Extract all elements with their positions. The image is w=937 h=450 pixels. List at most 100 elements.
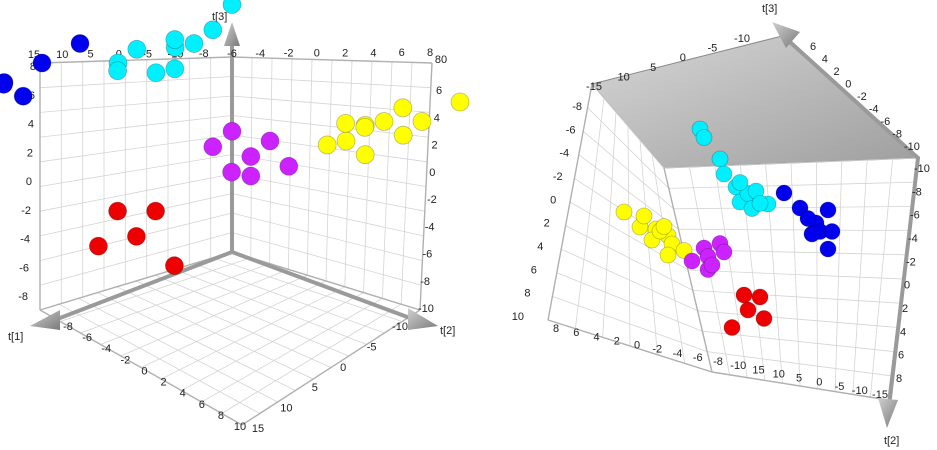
left-scatter-point — [13, 86, 33, 106]
left-scatter-point — [32, 53, 52, 73]
left-chart: t[3] t[1] t[2] 151050-5-10-8-6-4-2024688… — [0, 0, 470, 435]
right-left-tick-label: 0 — [550, 194, 556, 206]
left-y-axis-label: t[2] — [440, 325, 455, 337]
right-chart: t[3] t[2] -151050-5-106420-2-4-6-8-10-8-… — [512, 3, 930, 447]
left-left-tick-label: -4 — [20, 234, 30, 246]
right-scatter-point — [731, 174, 749, 191]
right-bottom-tick-label: -15 — [872, 389, 888, 401]
left-scatter-point — [165, 59, 185, 79]
right-top-tick-label: 10 — [617, 71, 629, 83]
right-right-tick-label: 2 — [902, 303, 908, 315]
left-right-tick-label: -4 — [425, 221, 435, 233]
right-upper-tick-label: 6 — [810, 41, 816, 53]
right-left-tick-label: -6 — [566, 124, 576, 136]
right-ticks: -151050-5-106420-2-4-6-8-10-8-6-4-202468… — [512, 33, 930, 401]
right-bottom-tick-label: 15 — [752, 364, 764, 376]
left-scatter-point — [260, 131, 280, 151]
left-scatter-point — [126, 226, 146, 246]
right-bottom-tick-label: 10 — [773, 368, 785, 380]
right-upper-tick-label: 4 — [822, 54, 828, 66]
left-top-tick-label: 6 — [399, 47, 405, 59]
right-t2-axis-arrow-icon — [878, 398, 898, 428]
right-upper-tick-label: -8 — [892, 129, 902, 141]
right-scatter-point — [715, 165, 733, 183]
left-right-tick-label: -10 — [418, 303, 434, 315]
right-upper-tick-label: -4 — [869, 104, 879, 116]
right-right-tick-label: 6 — [898, 350, 904, 362]
left-bottom-tick-label: 0 — [340, 362, 346, 374]
left-bottom-tick-label: 4 — [180, 388, 186, 400]
left-scatter-point — [146, 63, 166, 83]
right-scatter-point — [819, 201, 837, 219]
right-scatter-point — [823, 223, 841, 240]
left-scatter-point — [203, 137, 223, 157]
left-bottom-tick-label: 10 — [280, 403, 292, 415]
right-y-axis-label: t[2] — [884, 435, 899, 447]
right-scatter-point — [703, 256, 721, 274]
right-right-tick-label: 0 — [904, 280, 910, 292]
right-upper-tick-label: -10 — [904, 141, 920, 153]
left-scatter-point — [146, 201, 166, 221]
left-right-tick-label: 2 — [432, 140, 438, 152]
right-bottom-tick-label: -8 — [713, 356, 723, 368]
right-bottom-tick-label: -2 — [652, 344, 662, 356]
left-scatter-point — [184, 34, 204, 53]
right-right-tick-label: -4 — [908, 233, 918, 245]
left-scatter-point — [241, 166, 261, 186]
left-grid — [39, 56, 433, 426]
right-left-tick-label: 8 — [524, 288, 530, 300]
right-scatter-point — [751, 194, 769, 212]
left-left-tick-label: 4 — [28, 119, 34, 131]
right-scatter-point — [635, 207, 653, 225]
left-right-tick-label: -2 — [427, 194, 437, 206]
left-scatter-point — [89, 236, 108, 256]
left-bottom-tick-label: 8 — [218, 410, 224, 422]
left-scatter-point — [336, 113, 356, 133]
left-top-tick-label: 2 — [342, 47, 348, 59]
left-scatter-point — [393, 98, 413, 118]
right-left-tick-label: 2 — [544, 218, 550, 230]
left-scatter-point — [222, 162, 242, 182]
left-scatter-point — [222, 121, 242, 141]
left-scatter-point — [165, 30, 185, 49]
left-scatter-point — [355, 145, 375, 165]
left-right-tick-label: 4 — [434, 112, 440, 124]
left-top-tick-label: -4 — [255, 48, 265, 60]
right-scatter-point — [775, 184, 793, 202]
left-left-tick-label: -8 — [18, 291, 28, 303]
left-scatter-point — [164, 256, 184, 276]
right-upper-tick-label: 0 — [845, 79, 851, 91]
t1-axis-arrow-icon — [30, 310, 60, 330]
left-top-tick-label: 10 — [56, 49, 68, 61]
right-right-tick-label: 4 — [900, 326, 906, 338]
right-left-tick-label: -4 — [559, 148, 569, 160]
left-bottom-tick-label: 10 — [234, 421, 246, 433]
left-scatter-point — [412, 112, 432, 131]
right-scatter-point — [659, 246, 677, 264]
left-bottom-tick-label: 5 — [312, 382, 318, 394]
left-bottom-tick-label: -4 — [101, 343, 111, 355]
right-right-tick-label: -2 — [906, 256, 916, 268]
left-bottom-tick-label: -6 — [82, 332, 92, 344]
right-scatter-point — [803, 225, 821, 243]
right-upper-tick-label: -6 — [881, 116, 891, 128]
right-scatter-point — [751, 288, 769, 306]
left-scatter-point — [127, 39, 147, 59]
right-z-axis-label: t[3] — [762, 3, 777, 15]
right-bottom-tick-label: -6 — [693, 352, 703, 364]
right-scatter-point — [711, 150, 729, 168]
left-right-tick-label: -6 — [423, 249, 433, 261]
left-top-tick-label: 80 — [435, 54, 447, 66]
right-bottom-tick-label: 0 — [816, 377, 822, 389]
left-scatter-point — [355, 117, 375, 137]
left-left-tick-label: 2 — [27, 147, 33, 159]
left-z-axis-label: t[3] — [212, 11, 227, 23]
right-scatter-point — [695, 129, 713, 146]
right-scatter-point — [755, 310, 773, 327]
right-top-tick-label: -5 — [708, 43, 718, 55]
right-left-tick-label: 4 — [537, 241, 543, 253]
right-top-tick-label: -15 — [586, 81, 602, 93]
right-top-tick-label: -10 — [734, 33, 750, 45]
left-bottom-tick-label: 0 — [141, 365, 147, 377]
